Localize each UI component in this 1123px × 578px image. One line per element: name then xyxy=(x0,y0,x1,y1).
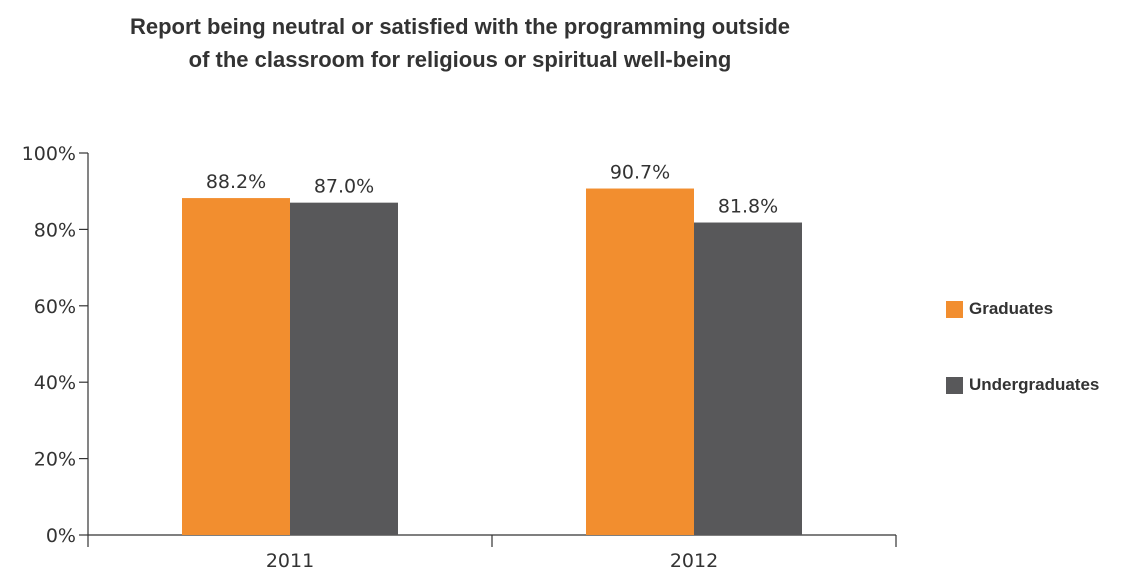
data-label-graduates-2011: 88.2% xyxy=(206,171,266,193)
y-tick-label-2: 40% xyxy=(34,372,76,394)
bar-undergraduates-2012 xyxy=(694,222,802,536)
data-label-undergraduates-2011: 87.0% xyxy=(314,176,374,198)
legend-item-graduates: Graduates xyxy=(946,296,1099,322)
legend-label-graduates: Graduates xyxy=(969,299,1054,318)
bar-graduates-2012 xyxy=(586,188,694,535)
y-tick-label-4: 80% xyxy=(34,219,76,241)
y-tick-label-1: 20% xyxy=(34,449,76,471)
legend-label-undergraduates: Undergraduates xyxy=(969,375,1100,394)
legend-item-undergraduates: Undergraduates xyxy=(946,372,1099,398)
chart-title-line-1: Report being neutral or satisfied with t… xyxy=(129,14,791,39)
chart-title-line-2: of the classroom for religious or spirit… xyxy=(188,47,732,72)
data-label-undergraduates-2012: 81.8% xyxy=(718,196,778,218)
legend-swatch-undergraduates xyxy=(946,376,963,394)
chart-legend: Graduates Undergraduates xyxy=(946,296,1099,448)
data-label-graduates-2012: 90.7% xyxy=(610,162,670,184)
legend-swatch-graduates xyxy=(946,300,963,318)
x-tick-label-2011: 2011 xyxy=(266,550,314,572)
y-tick-label-3: 60% xyxy=(34,296,76,318)
bar-undergraduates-2011 xyxy=(290,202,398,535)
y-tick-label-5: 100% xyxy=(22,143,76,165)
y-tick-label-0: 0% xyxy=(46,525,76,547)
chart-title: Report being neutral or satisfied with t… xyxy=(0,10,920,76)
bar-graduates-2011 xyxy=(182,198,290,536)
x-tick-label-2012: 2012 xyxy=(670,550,718,572)
